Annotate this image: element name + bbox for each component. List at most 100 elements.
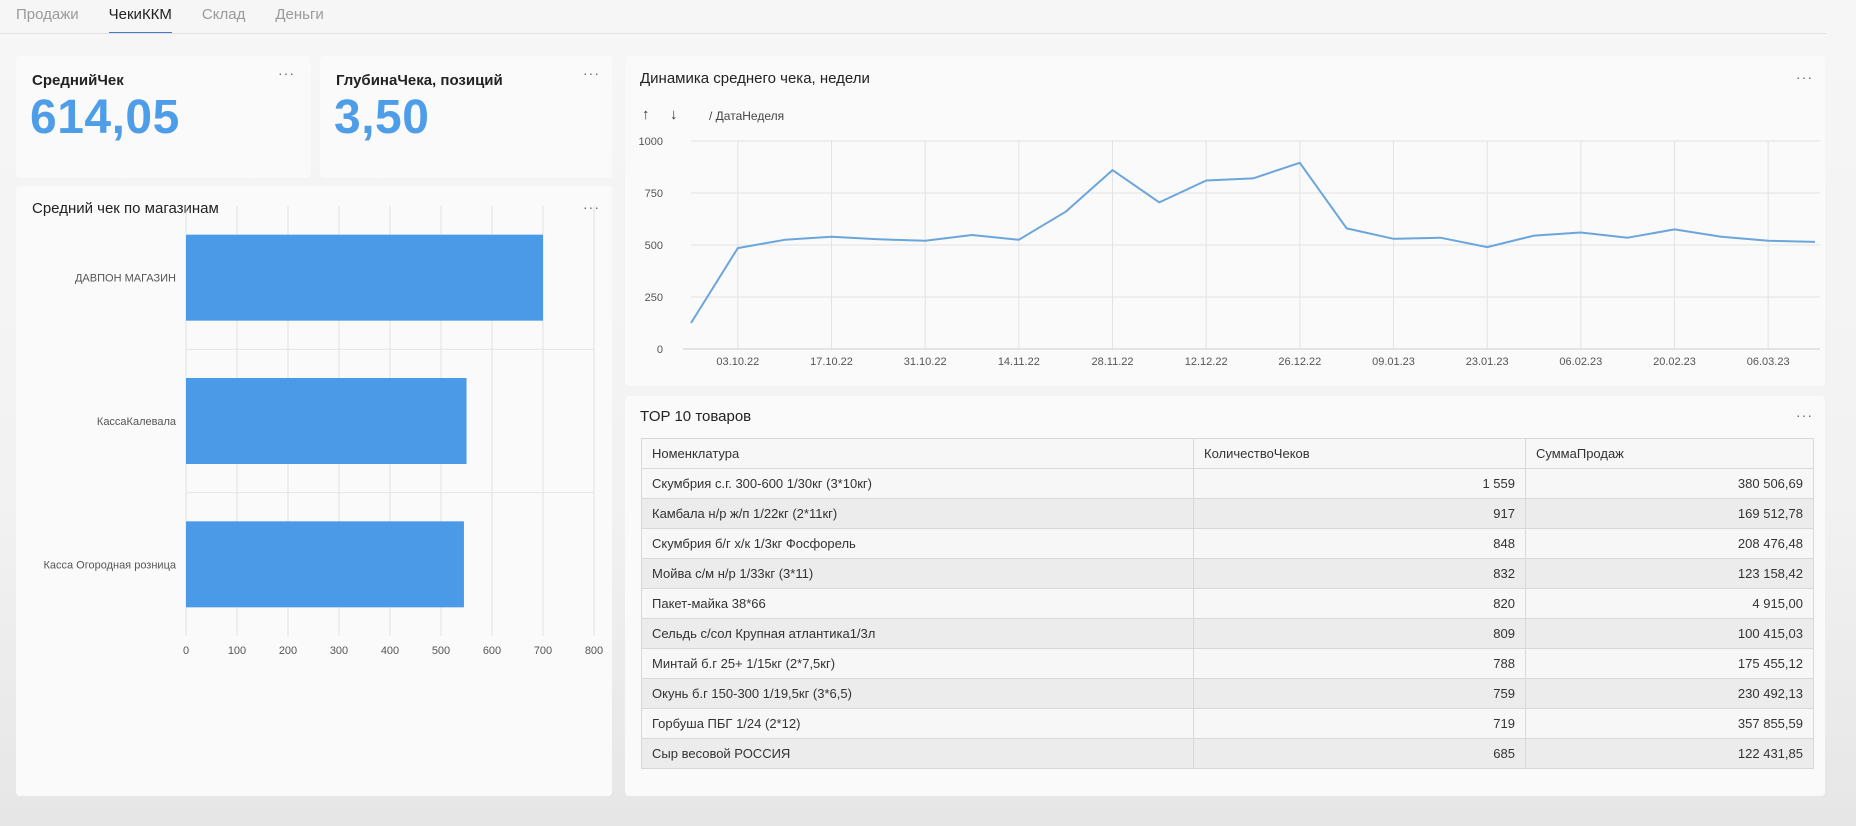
x-tick-label: 700 <box>534 645 552 657</box>
cell-check-count: 820 <box>1193 588 1526 619</box>
kpi-card-average-check: СреднийЧек ··· 614,05 <box>16 56 311 178</box>
y-tick-label: 1000 <box>639 136 663 148</box>
x-tick-label: 23.01.23 <box>1466 356 1509 368</box>
cell-check-count: 719 <box>1193 708 1526 739</box>
table-row[interactable]: Мойва с/м н/р 1/33кг (3*11) 832 123 158,42 <box>641 558 1814 589</box>
x-tick-label: 03.10.22 <box>716 356 759 368</box>
category-label: ДАВПОН МАГАЗИН <box>75 273 176 285</box>
cell-sales-sum: 123 158,42 <box>1525 558 1814 589</box>
sort-descending-icon[interactable]: ↓ <box>670 106 678 123</box>
table-row[interactable]: Горбуша ПБГ 1/24 (2*12) 719 357 855,59 <box>641 708 1814 739</box>
column-header-check-count[interactable]: КоличествоЧеков <box>1193 438 1526 469</box>
sort-ascending-icon[interactable]: ↑ <box>642 106 650 123</box>
cell-sales-sum: 169 512,78 <box>1525 498 1814 529</box>
table-row[interactable]: Окунь б.г 150-300 1/19,5кг (3*6,5) 759 230… <box>641 678 1814 709</box>
cell-sales-sum: 122 431,85 <box>1525 738 1814 769</box>
bar-chart: 0 100 200 300 400 500 600 700 800 ДАВПОН МАГАЗИН К… <box>43 206 603 657</box>
series-line <box>690 161 1816 324</box>
kpi-card-check-depth: ГлубинаЧека, позиций ··· 3,50 <box>320 56 612 178</box>
more-menu-icon[interactable]: ··· <box>1796 407 1813 423</box>
x-tick-label: 06.03.23 <box>1747 356 1790 368</box>
x-tick-label: 200 <box>279 645 297 657</box>
table-row[interactable]: Сыр весовой РОССИЯ 685 122 431,85 <box>641 738 1814 769</box>
cell-nomenclature: Скумбрия с.г. 300-600 1/30кг (3*10кг) <box>641 468 1194 499</box>
cell-nomenclature: Горбуша ПБГ 1/24 (2*12) <box>641 708 1194 739</box>
dashboard-tabs: Продажи ЧекиККМ Склад Деньги <box>16 0 324 34</box>
x-tick-label: 800 <box>585 645 603 657</box>
table-row[interactable]: Минтай б.г 25+ 1/15кг (2*7,5кг) 788 175 45… <box>641 648 1814 679</box>
x-tick-label: 0 <box>183 645 189 657</box>
x-tick-label: 14.11.22 <box>998 356 1040 368</box>
table-row[interactable]: Камбала н/р ж/п 1/22кг (2*11кг) 917 169 51… <box>641 498 1814 529</box>
more-menu-icon[interactable]: ··· <box>278 65 295 81</box>
x-tick-label: 28.11.22 <box>1091 356 1133 368</box>
x-tick-label: 06.02.23 <box>1559 356 1602 368</box>
cell-sales-sum: 100 415,03 <box>1525 618 1814 649</box>
tab-money[interactable]: Деньги <box>275 6 324 23</box>
x-tick-label: 09.01.23 <box>1372 356 1415 368</box>
kpi-title: СреднийЧек <box>32 72 124 89</box>
cell-check-count: 685 <box>1193 738 1526 769</box>
cell-check-count: 832 <box>1193 558 1526 589</box>
drilldown-breadcrumb[interactable]: / ДатаНеделя <box>709 109 785 123</box>
more-menu-icon[interactable]: ··· <box>1796 69 1813 85</box>
cell-sales-sum: 230 492,13 <box>1525 678 1814 709</box>
bar <box>186 234 543 321</box>
cell-nomenclature: Окунь б.г 150-300 1/19,5кг (3*6,5) <box>641 678 1194 709</box>
cell-nomenclature: Сыр весовой РОССИЯ <box>641 738 1194 769</box>
x-tick-label: 20.02.23 <box>1653 356 1696 368</box>
tab-checks-kkm[interactable]: ЧекиККМ <box>108 0 172 34</box>
x-tick-label: 12.12.22 <box>1185 356 1228 368</box>
column-header-nomenclature[interactable]: Номенклатура <box>641 438 1194 469</box>
more-menu-icon[interactable]: ··· <box>583 199 600 215</box>
x-tick-label: 100 <box>228 645 246 657</box>
table-row[interactable]: Сельдь с/сол Крупная атлантика1/3л 809 100… <box>641 618 1814 649</box>
bar <box>186 521 464 608</box>
table-row[interactable]: Скумбрия с.г. 300-600 1/30кг (3*10кг) 1 5… <box>641 468 1814 499</box>
cell-nomenclature: Пакет-майка 38*66 <box>641 588 1194 619</box>
cell-check-count: 1 559 <box>1193 468 1526 499</box>
y-tick-label: 250 <box>645 292 663 304</box>
y-tick-label: 500 <box>645 240 663 252</box>
category-label: КассаКалевала <box>97 416 177 428</box>
cell-sales-sum: 357 855,59 <box>1525 708 1814 739</box>
tab-warehouse[interactable]: Склад <box>201 6 246 23</box>
x-tick-label: 26.12.22 <box>1278 356 1321 368</box>
kpi-value: 614,05 <box>30 91 180 144</box>
x-tick-label: 500 <box>432 645 450 657</box>
cell-check-count: 917 <box>1193 498 1526 529</box>
table-header-row: Номенклатура КоличествоЧеков СуммаПродаж <box>641 438 1814 469</box>
cell-check-count: 809 <box>1193 618 1526 649</box>
table-row[interactable]: Скумбрия б/г х/к 1/3кг Фосфорель 848 208 4… <box>641 528 1814 559</box>
kpi-value: 3,50 <box>334 91 430 144</box>
tabs-divider <box>0 33 1826 34</box>
x-tick-label: 31.10.22 <box>904 356 947 368</box>
line-chart-card: Динамика среднего чека, недели ··· ↑ ↓ /… <box>625 56 1825 386</box>
top10-table: Номенклатура КоличествоЧеков СуммаПродаж… <box>641 438 1814 769</box>
cell-sales-sum: 208 476,48 <box>1525 528 1814 559</box>
column-header-sales-sum[interactable]: СуммаПродаж <box>1525 438 1814 469</box>
cell-sales-sum: 380 506,69 <box>1525 468 1814 499</box>
category-label: Касса Огородная розница <box>43 559 176 571</box>
y-tick-label: 0 <box>657 344 663 356</box>
cell-sales-sum: 4 915,00 <box>1525 588 1814 619</box>
tab-sales[interactable]: Продажи <box>16 6 79 23</box>
cell-nomenclature: Мойва с/м н/р 1/33кг (3*11) <box>641 558 1194 589</box>
cell-nomenclature: Минтай б.г 25+ 1/15кг (2*7,5кг) <box>641 648 1194 679</box>
y-tick-label: 750 <box>645 188 663 200</box>
bar <box>186 378 467 464</box>
more-menu-icon[interactable]: ··· <box>583 65 600 81</box>
x-tick-label: 300 <box>330 645 348 657</box>
cell-check-count: 788 <box>1193 648 1526 679</box>
cell-check-count: 848 <box>1193 528 1526 559</box>
chart-title: Динамика среднего чека, недели <box>640 70 870 87</box>
x-tick-label: 400 <box>381 645 399 657</box>
x-tick-label: 17.10.22 <box>810 356 853 368</box>
cell-check-count: 759 <box>1193 678 1526 709</box>
kpi-title: ГлубинаЧека, позиций <box>336 72 503 89</box>
cell-nomenclature: Камбала н/р ж/п 1/22кг (2*11кг) <box>641 498 1194 529</box>
x-tick-label: 600 <box>483 645 501 657</box>
cell-nomenclature: Скумбрия б/г х/к 1/3кг Фосфорель <box>641 528 1194 559</box>
chart-title: Средний чек по магазинам <box>32 200 219 217</box>
table-row[interactable]: Пакет-майка 38*66 820 4 915,00 <box>641 588 1814 619</box>
